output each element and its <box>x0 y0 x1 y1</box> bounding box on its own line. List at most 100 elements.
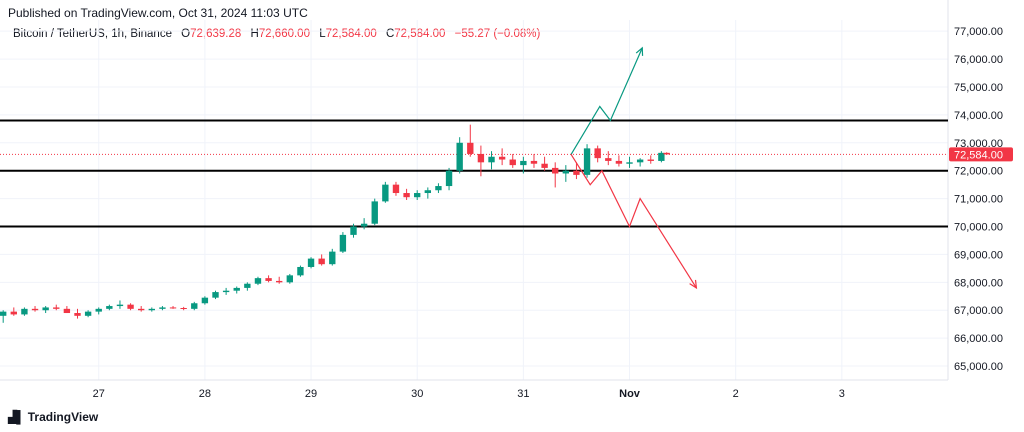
published-caption: Published on TradingView.com, Oct 31, 20… <box>8 6 308 20</box>
x-tick-label: 31 <box>517 388 529 400</box>
candle-body <box>339 234 347 252</box>
x-tick-label: 29 <box>305 388 317 400</box>
high-label: H <box>250 28 259 40</box>
candle-body <box>445 170 453 187</box>
candle-body <box>541 163 548 168</box>
candle-body <box>297 266 304 276</box>
x-tick-label: 3 <box>839 388 845 400</box>
tradingview-logo: ▟▌ TradingView <box>8 410 98 424</box>
candle-body <box>424 190 432 194</box>
candle-body <box>605 158 612 161</box>
last-price-label: 72,584.00 <box>954 149 1003 161</box>
candle-body <box>254 278 262 284</box>
y-tick-label: 67,000.00 <box>954 305 1003 317</box>
candle-body <box>169 307 177 309</box>
candle-body <box>233 287 240 291</box>
x-tick-label: 30 <box>411 388 423 400</box>
x-tick-label: 28 <box>199 388 211 400</box>
candle-body <box>382 184 389 202</box>
candle-body <box>116 304 124 307</box>
candle-body <box>477 153 485 163</box>
candle-body <box>276 280 283 283</box>
y-tick-label: 75,000.00 <box>954 82 1003 94</box>
y-tick-label: 72,000.00 <box>954 166 1003 178</box>
bearish-projection-arrowhead <box>689 279 698 290</box>
candle-body <box>84 311 92 316</box>
candle-body <box>403 193 410 198</box>
candle-body <box>371 201 378 224</box>
candle-body <box>63 308 71 314</box>
candle-body <box>0 311 7 316</box>
y-tick-label: 77,000.00 <box>954 26 1003 38</box>
candle-body <box>467 142 474 154</box>
bearish-projection <box>570 154 697 289</box>
tradingview-logo-icon: ▟▌ <box>8 410 25 424</box>
candle-body <box>663 152 670 155</box>
candle-body <box>583 148 591 175</box>
candle-body <box>520 160 527 166</box>
candle-body <box>212 292 219 298</box>
close-label: C <box>385 28 395 40</box>
open-label: O <box>181 28 191 40</box>
candle-body <box>31 308 39 311</box>
candle-body <box>658 152 665 161</box>
candle-body <box>201 297 209 304</box>
candle-body <box>329 251 336 265</box>
candle-body <box>191 303 198 309</box>
y-tick-label: 70,000.00 <box>954 222 1003 234</box>
y-tick-label: 69,000.00 <box>954 249 1003 261</box>
y-tick-label: 73,000.00 <box>954 138 1003 150</box>
candle-body <box>148 308 155 311</box>
candle-body <box>53 307 60 309</box>
candle-body <box>573 170 580 175</box>
candle-body <box>498 156 506 160</box>
candle-body <box>106 306 113 309</box>
candle-body <box>392 184 400 194</box>
y-tick-label: 76,000.00 <box>954 54 1003 66</box>
candle-body <box>594 148 601 159</box>
candle-body <box>647 159 654 161</box>
y-tick-label: 66,000.00 <box>954 333 1003 345</box>
last-price-tag <box>949 147 1013 162</box>
candle-body <box>138 308 145 311</box>
bullish-projection <box>570 47 643 155</box>
bullish-projection-arrowhead <box>635 46 644 56</box>
candle-body <box>159 307 166 309</box>
candle-body <box>360 223 368 227</box>
candle-body <box>244 283 251 288</box>
logo-text: TradingView <box>27 410 99 424</box>
candle-body <box>456 142 463 171</box>
x-tick-label: 27 <box>93 388 105 400</box>
candle-body <box>127 304 134 309</box>
candle-body <box>636 159 644 163</box>
candle-body <box>350 226 357 235</box>
candle-body <box>626 162 633 164</box>
y-tick-label: 68,000.00 <box>954 277 1003 289</box>
candle-body <box>530 160 538 164</box>
candle-body <box>318 258 325 265</box>
low-label: L <box>319 28 326 40</box>
candle-body <box>615 160 623 164</box>
y-tick-label: 65,000.00 <box>954 361 1003 373</box>
candle-body <box>488 156 495 163</box>
candle-body <box>435 186 442 191</box>
x-tick-label: Nov <box>619 388 641 400</box>
candle-body <box>222 290 230 293</box>
y-tick-label: 74,000.00 <box>954 110 1003 122</box>
candle-body <box>562 170 570 174</box>
x-tick-label: 2 <box>733 388 739 400</box>
candle-body <box>74 313 81 316</box>
candle-body <box>414 193 421 198</box>
candle-body <box>307 258 315 267</box>
candle-body <box>10 311 17 315</box>
candle-body <box>552 167 559 174</box>
y-tick-label: 71,000.00 <box>954 194 1003 206</box>
candle-body <box>21 308 28 315</box>
candle-body <box>42 307 49 311</box>
candle-body <box>286 275 293 283</box>
candle-body <box>265 278 272 281</box>
candle-body <box>95 308 102 312</box>
candle-body <box>180 308 187 309</box>
candle-body <box>509 159 516 166</box>
